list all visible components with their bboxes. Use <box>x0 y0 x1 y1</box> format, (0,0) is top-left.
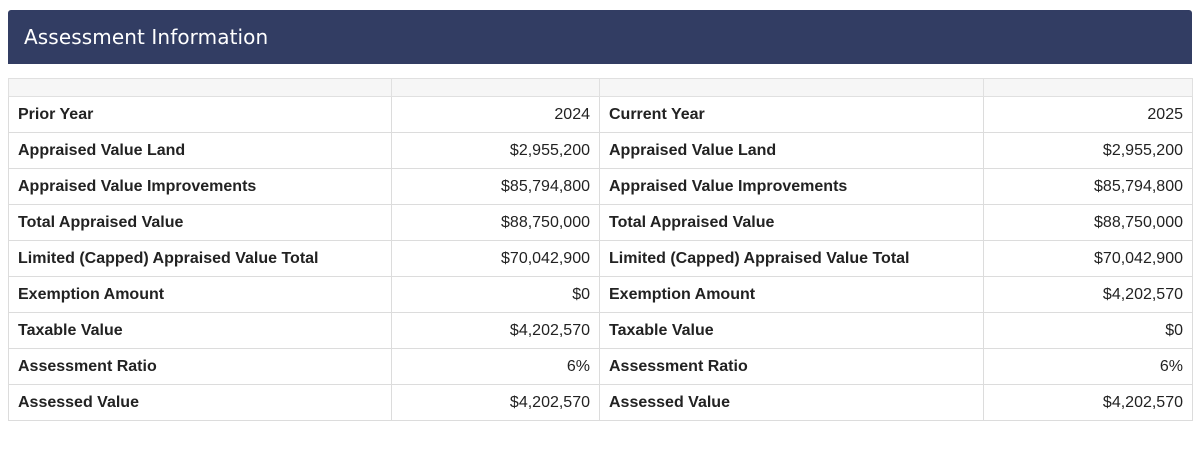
current-row-label: Assessed Value <box>599 384 984 421</box>
current-row-label: Taxable Value <box>599 312 984 349</box>
panel-title: Assessment Information <box>24 25 269 49</box>
prior-year-label: Prior Year <box>8 96 392 133</box>
current-row-label: Appraised Value Land <box>599 132 984 169</box>
prior-row-value: $0 <box>391 276 600 313</box>
table-row: Appraised Value Improvements $85,794,800… <box>8 168 1193 205</box>
current-row-value: $88,750,000 <box>983 204 1193 241</box>
prior-row-value: $4,202,570 <box>391 384 600 421</box>
prior-row-value: $4,202,570 <box>391 312 600 349</box>
prior-row-value: $2,955,200 <box>391 132 600 169</box>
prior-row-label: Limited (Capped) Appraised Value Total <box>8 240 392 277</box>
assessment-panel: Assessment Information Prior Year 2024 C… <box>8 10 1193 421</box>
panel-header: Assessment Information <box>8 10 1192 64</box>
table-row: Appraised Value Land $2,955,200 Appraise… <box>8 132 1193 169</box>
prior-row-label: Total Appraised Value <box>8 204 392 241</box>
current-row-label: Assessment Ratio <box>599 348 984 385</box>
table-row: Total Appraised Value $88,750,000 Total … <box>8 204 1193 241</box>
prior-row-label: Appraised Value Land <box>8 132 392 169</box>
table-spacer-row <box>8 78 1193 97</box>
table-row: Assessed Value $4,202,570 Assessed Value… <box>8 384 1193 421</box>
current-year-label: Current Year <box>599 96 984 133</box>
current-row-value: $4,202,570 <box>983 276 1193 313</box>
prior-year-value: 2024 <box>391 96 600 133</box>
prior-row-label: Assessed Value <box>8 384 392 421</box>
current-row-value: 6% <box>983 348 1193 385</box>
current-row-label: Limited (Capped) Appraised Value Total <box>599 240 984 277</box>
prior-row-value: $85,794,800 <box>391 168 600 205</box>
assessment-table: Prior Year 2024 Current Year 2025 Apprai… <box>8 78 1193 421</box>
current-row-value: $4,202,570 <box>983 384 1193 421</box>
table-row: Assessment Ratio 6% Assessment Ratio 6% <box>8 348 1193 385</box>
prior-row-value: $70,042,900 <box>391 240 600 277</box>
current-row-value: $2,955,200 <box>983 132 1193 169</box>
prior-row-label: Appraised Value Improvements <box>8 168 392 205</box>
prior-row-label: Assessment Ratio <box>8 348 392 385</box>
year-row: Prior Year 2024 Current Year 2025 <box>8 96 1193 133</box>
table-row: Exemption Amount $0 Exemption Amount $4,… <box>8 276 1193 313</box>
current-row-label: Appraised Value Improvements <box>599 168 984 205</box>
current-row-value: $70,042,900 <box>983 240 1193 277</box>
table-row: Taxable Value $4,202,570 Taxable Value $… <box>8 312 1193 349</box>
table-row: Limited (Capped) Appraised Value Total $… <box>8 240 1193 277</box>
current-row-value: $0 <box>983 312 1193 349</box>
prior-row-value: 6% <box>391 348 600 385</box>
current-year-value: 2025 <box>983 96 1193 133</box>
current-row-label: Exemption Amount <box>599 276 984 313</box>
current-row-value: $85,794,800 <box>983 168 1193 205</box>
prior-row-label: Taxable Value <box>8 312 392 349</box>
prior-row-value: $88,750,000 <box>391 204 600 241</box>
current-row-label: Total Appraised Value <box>599 204 984 241</box>
prior-row-label: Exemption Amount <box>8 276 392 313</box>
